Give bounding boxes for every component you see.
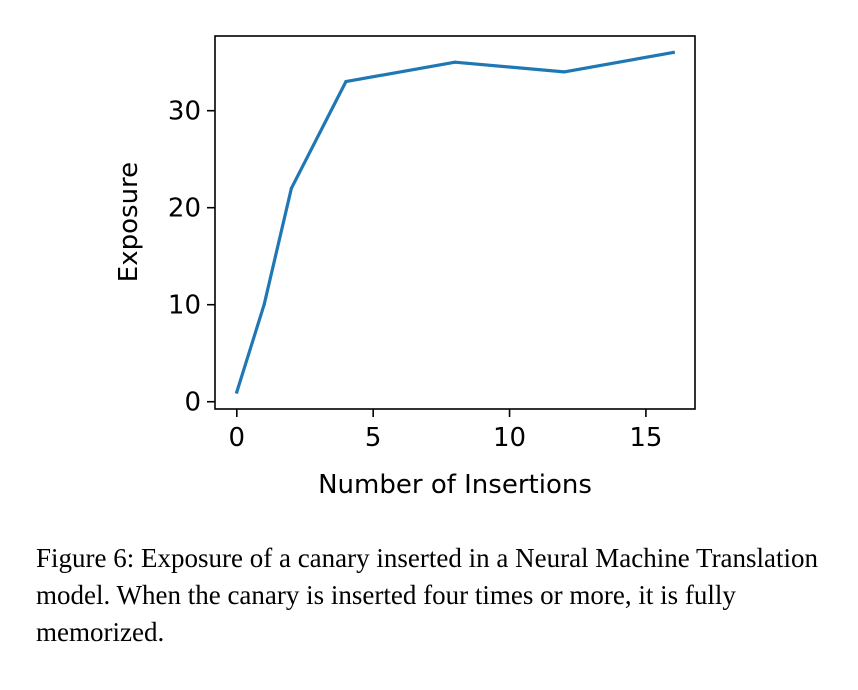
y-tick-label: 10 xyxy=(168,291,201,321)
x-axis-label: Number of Insertions xyxy=(318,470,592,500)
plot-frame xyxy=(214,35,696,410)
data-point xyxy=(235,390,239,394)
figure-caption: Figure 6: Exposure of a canary inserted … xyxy=(36,543,819,647)
data-point xyxy=(562,70,566,74)
data-point xyxy=(671,50,675,55)
y-tick-label: 20 xyxy=(168,194,201,224)
y-axis-label: Exposure xyxy=(114,162,144,282)
x-tick-label: 5 xyxy=(365,423,382,453)
series-line xyxy=(234,50,676,395)
data-point xyxy=(344,79,348,84)
data-point xyxy=(262,303,266,307)
x-tick-label: 15 xyxy=(629,423,662,453)
chart-figure: 0 5 10 15 0 10 20 30 Number of Insertions Expos… xyxy=(114,35,696,500)
exposure-line-chart: 0 5 10 15 0 10 20 30 Number of Insertions Expos… xyxy=(114,35,696,500)
data-point xyxy=(289,186,293,190)
y-tick-label: 0 xyxy=(184,388,201,418)
y-tick-label: 30 xyxy=(168,97,201,127)
x-tick-label: 10 xyxy=(493,423,526,453)
data-point xyxy=(453,60,457,64)
x-tick-label: 0 xyxy=(229,423,246,453)
